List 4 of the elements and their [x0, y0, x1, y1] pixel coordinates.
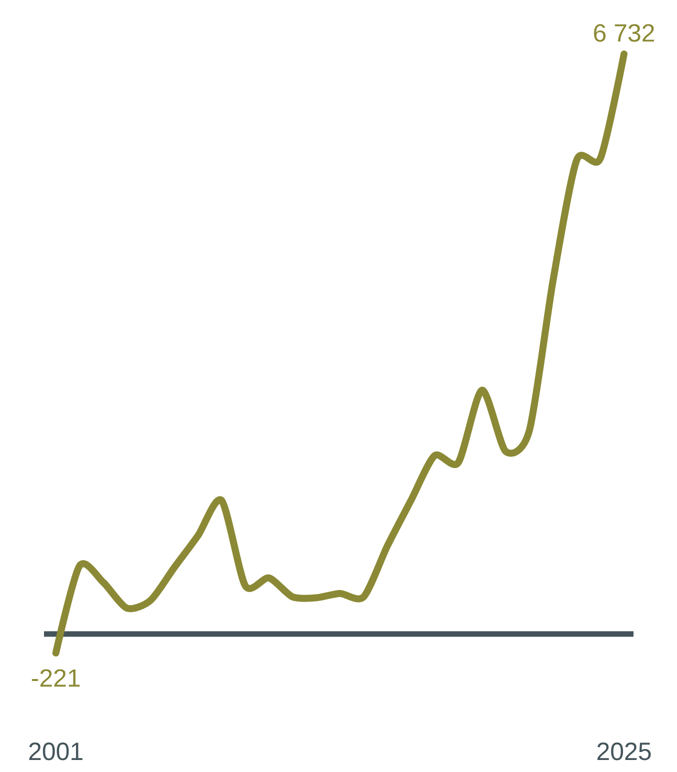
data-label: 6 732 [594, 24, 654, 42]
x-tick-label: 2025 [597, 742, 651, 760]
x-tick-label: 2001 [29, 742, 82, 760]
data-label: -221 [32, 669, 80, 687]
